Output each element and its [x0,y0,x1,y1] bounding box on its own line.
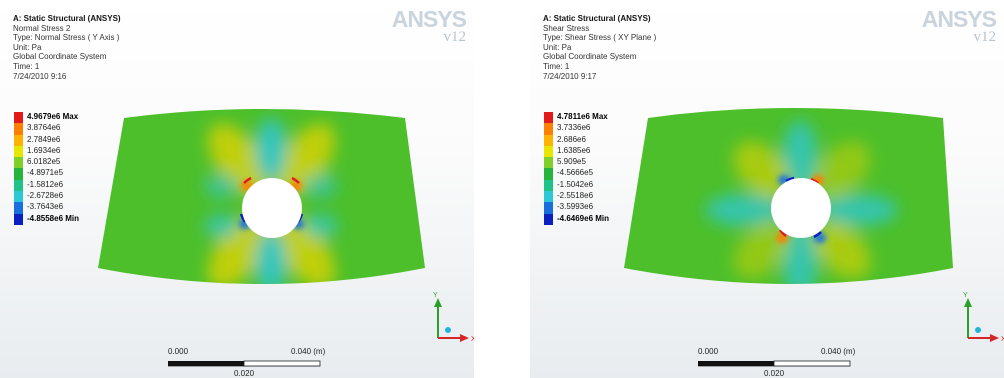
legend-label: -3.5993e6 [557,202,594,212]
legend-label: -4.5666e5 [557,168,594,178]
result-header: A: Static Structural (ANSYS) Normal Stre… [13,14,121,81]
contour-bands [705,120,898,284]
legend-swatch [544,157,553,169]
logo-brand: ANSYS [921,6,997,32]
logo-brand: ANSYS [391,6,467,32]
legend-swatch [14,157,23,169]
axis-triad-icon[interactable]: Y X [954,290,1004,354]
legend-label: 1.6385e6 [557,145,591,155]
result-date: 7/24/2010 9:17 [543,71,597,81]
result-unit: Unit: Pa [543,42,572,52]
legend-label: -4.8971e5 [27,168,64,178]
legend-label: -3.7643e6 [27,202,64,212]
coordinate-system: Global Coordinate System [13,52,107,62]
legend-swatch [14,213,23,225]
triad-y-label: Y [963,292,968,299]
legend-swatch [544,168,553,180]
legend-min-label: -4.6469e6 Min [557,213,610,223]
scale-bar: 0.000 0.040 (m) 0.020 [168,347,326,378]
legend-label: 6.0182e5 [27,157,61,167]
result-type: Type: Shear Stress ( XY Plane ) [543,33,657,43]
legend-min-label: -4.8558e6 Min [27,213,80,223]
scale-end-label: 0.040 (m) [821,347,856,356]
contour-bands [204,118,338,284]
result-name: Normal Stress 2 [13,23,71,33]
scale-mid-label: 0.020 [234,369,255,378]
coordinate-system: Global Coordinate System [543,52,637,62]
legend-label: 5.909e5 [557,157,586,167]
legend-label: -2.6728e6 [27,191,64,201]
legend-swatch [14,202,23,214]
legend-label: 2.7849e6 [27,134,61,144]
legend-swatch [544,202,553,214]
ansys-logo: ANSYS v12 [921,6,997,46]
stress-contour-model[interactable] [0,0,474,378]
hole [771,178,831,238]
analysis-title: A: Static Structural (ANSYS) [13,14,121,23]
legend-swatch [14,191,23,203]
legend-label: -2.5518e6 [557,191,594,201]
ansys-logo: ANSYS v12 [391,6,467,46]
result-time: Time: 1 [543,61,570,71]
stress-contour-model[interactable] [530,0,1004,378]
triad-x-label: X [471,336,474,343]
legend-swatch [14,145,23,158]
legend-swatch [14,168,23,180]
scale-mid-label: 0.020 [764,369,785,378]
legend-max-label: 4.9679e6 Max [27,112,79,121]
scale-start-label: 0.000 [168,347,189,356]
scale-end-label: 0.040 (m) [291,347,326,356]
legend-swatch [544,179,553,192]
result-type: Type: Normal Stress ( Y Axis ) [13,33,120,43]
legend-swatch [14,134,23,146]
legend-label: -1.5812e6 [27,179,64,189]
legend-label: 3.8764e6 [27,123,61,133]
analysis-title: A: Static Structural (ANSYS) [543,14,651,23]
legend-swatch [544,191,553,203]
axis-triad-icon[interactable]: Y X [424,290,474,354]
legend-swatch [544,123,553,135]
result-time: Time: 1 [13,61,40,71]
hole [242,178,302,238]
triad-y-label: Y [433,292,438,299]
result-header: A: Static Structural (ANSYS) Shear Stres… [543,14,656,81]
normal-stress-viewport[interactable]: A: Static Structural (ANSYS) Normal Stre… [0,0,474,378]
legend-label: 3.7336e6 [557,123,591,133]
triad-x-label: X [1001,336,1004,343]
scale-start-label: 0.000 [698,347,719,356]
legend-swatch [544,112,553,124]
legend-swatch [544,134,553,146]
result-unit: Unit: Pa [13,42,42,52]
result-date: 7/24/2010 9:16 [13,71,67,81]
legend-label: 1.6934e6 [27,145,61,155]
legend-swatch [14,179,23,192]
legend-swatch [544,213,553,225]
shear-stress-viewport[interactable]: A: Static Structural (ANSYS) Shear Stres… [530,0,1004,378]
logo-version: v12 [973,29,997,45]
logo-version: v12 [443,29,467,45]
legend-swatch [544,145,553,158]
legend-swatch [14,112,23,124]
legend-label: -1.5042e6 [557,179,594,189]
scale-bar: 0.000 0.040 (m) 0.020 [698,347,856,378]
legend-label: 2.686e6 [557,134,586,144]
legend-max-label: 4.7811e6 Max [557,112,608,121]
result-name: Shear Stress [543,23,590,33]
legend-swatch [14,123,23,135]
